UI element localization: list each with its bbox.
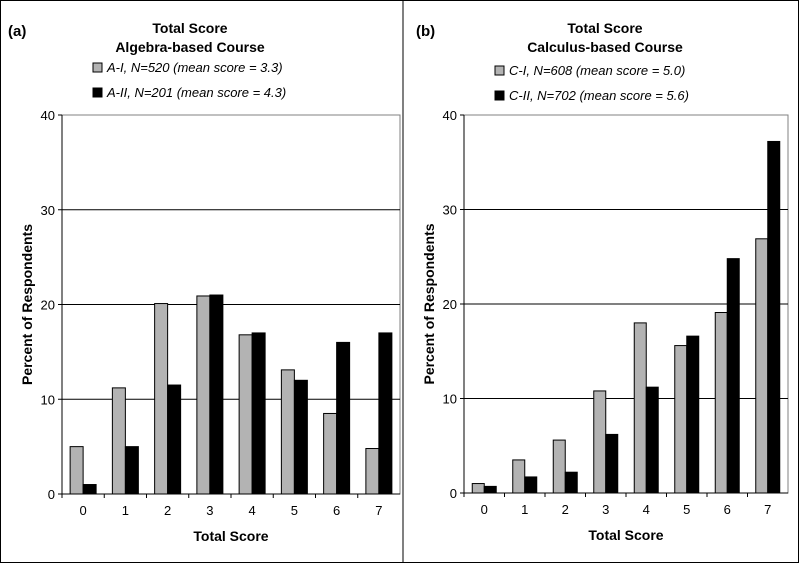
bar-series-2-cat-7 xyxy=(378,332,393,495)
x-tick-label: 2 xyxy=(562,502,569,517)
y-tick-label: 40 xyxy=(41,108,55,123)
bar-series-2-cat-1 xyxy=(524,476,538,494)
x-tick-label: 6 xyxy=(724,502,731,517)
y-axis-title: Percent of Respondents xyxy=(19,224,35,385)
bar-series-1-cat-6 xyxy=(323,412,338,495)
bar-series-1-cat-1 xyxy=(512,459,526,494)
x-axis-title: Total Score xyxy=(193,528,268,544)
y-tick-label: 20 xyxy=(443,297,457,312)
bar-series-1-cat-0 xyxy=(69,446,84,495)
legend-entry-2: C-II, N=702 (mean score = 5.6) xyxy=(509,88,689,103)
x-tick-label: 2 xyxy=(164,503,171,518)
legend-entry-2: A-II, N=201 (mean score = 4.3) xyxy=(106,85,286,100)
x-axis-title: Total Score xyxy=(588,527,663,543)
bar-series-1-cat-6 xyxy=(714,312,728,494)
legend-swatch-2 xyxy=(92,87,103,98)
bar-series-2-cat-5 xyxy=(293,379,308,495)
x-tick-label: 0 xyxy=(80,503,87,518)
x-tick-label: 4 xyxy=(643,502,650,517)
x-tick-label: 0 xyxy=(481,502,488,517)
bar-series-2-cat-3 xyxy=(209,294,224,495)
chart-subtitle: Calculus-based Course xyxy=(527,39,683,55)
legend-swatch-1 xyxy=(92,62,103,73)
bar-series-1-cat-1 xyxy=(111,387,126,495)
y-tick-label: 10 xyxy=(443,392,457,407)
bar-series-1-cat-7 xyxy=(755,238,769,494)
panel-label: (b) xyxy=(416,23,435,40)
y-tick-label: 0 xyxy=(48,487,55,502)
x-tick-label: 1 xyxy=(122,503,129,518)
bar-series-2-cat-2 xyxy=(167,384,182,495)
x-tick-label: 3 xyxy=(602,502,609,517)
bar-series-2-cat-0 xyxy=(483,485,497,494)
legend-entry-1: A-I, N=520 (mean score = 3.3) xyxy=(106,60,283,75)
legend-swatch-1 xyxy=(494,65,505,76)
bar-series-2-cat-0 xyxy=(82,484,97,495)
x-tick-label: 5 xyxy=(291,503,298,518)
bar-series-1-cat-4 xyxy=(238,334,253,495)
bar-series-1-cat-5 xyxy=(280,369,295,495)
bar-series-1-cat-2 xyxy=(552,439,566,494)
x-tick-label: 3 xyxy=(206,503,213,518)
legend-swatch-2 xyxy=(494,90,505,101)
x-tick-label: 4 xyxy=(249,503,256,518)
bar-series-1-cat-5 xyxy=(674,345,688,494)
y-tick-label: 10 xyxy=(41,392,55,407)
legend-entry-1: C-I, N=608 (mean score = 5.0) xyxy=(509,63,685,78)
chart-title: Total Score xyxy=(567,20,642,36)
x-tick-label: 7 xyxy=(375,503,382,518)
bar-series-1-cat-7 xyxy=(365,448,380,495)
bar-series-1-cat-3 xyxy=(196,295,211,495)
bar-series-1-cat-3 xyxy=(593,390,607,494)
x-tick-label: 5 xyxy=(683,502,690,517)
bar-series-2-cat-1 xyxy=(124,446,139,495)
y-tick-label: 30 xyxy=(41,203,55,218)
bar-series-2-cat-3 xyxy=(605,433,619,494)
y-tick-label: 0 xyxy=(450,486,457,501)
bar-series-2-cat-4 xyxy=(645,386,659,494)
x-tick-label: 1 xyxy=(521,502,528,517)
bar-series-2-cat-6 xyxy=(726,258,740,494)
bar-series-1-cat-4 xyxy=(633,322,647,494)
bar-series-2-cat-5 xyxy=(686,335,700,494)
y-tick-label: 20 xyxy=(41,298,55,313)
chart-title: Total Score xyxy=(152,20,227,36)
panel-label: (a) xyxy=(8,23,26,40)
bar-series-2-cat-6 xyxy=(336,341,351,495)
y-axis-title: Percent of Respondents xyxy=(421,223,437,384)
bar-series-2-cat-4 xyxy=(251,332,266,495)
x-tick-label: 7 xyxy=(764,502,771,517)
bar-series-2-cat-2 xyxy=(564,471,578,494)
bar-series-1-cat-0 xyxy=(471,483,485,494)
bar-series-1-cat-2 xyxy=(154,303,169,495)
y-tick-label: 40 xyxy=(443,108,457,123)
bar-series-2-cat-7 xyxy=(767,140,781,494)
x-tick-label: 6 xyxy=(333,503,340,518)
chart-subtitle: Algebra-based Course xyxy=(115,39,265,55)
y-tick-label: 30 xyxy=(443,203,457,218)
